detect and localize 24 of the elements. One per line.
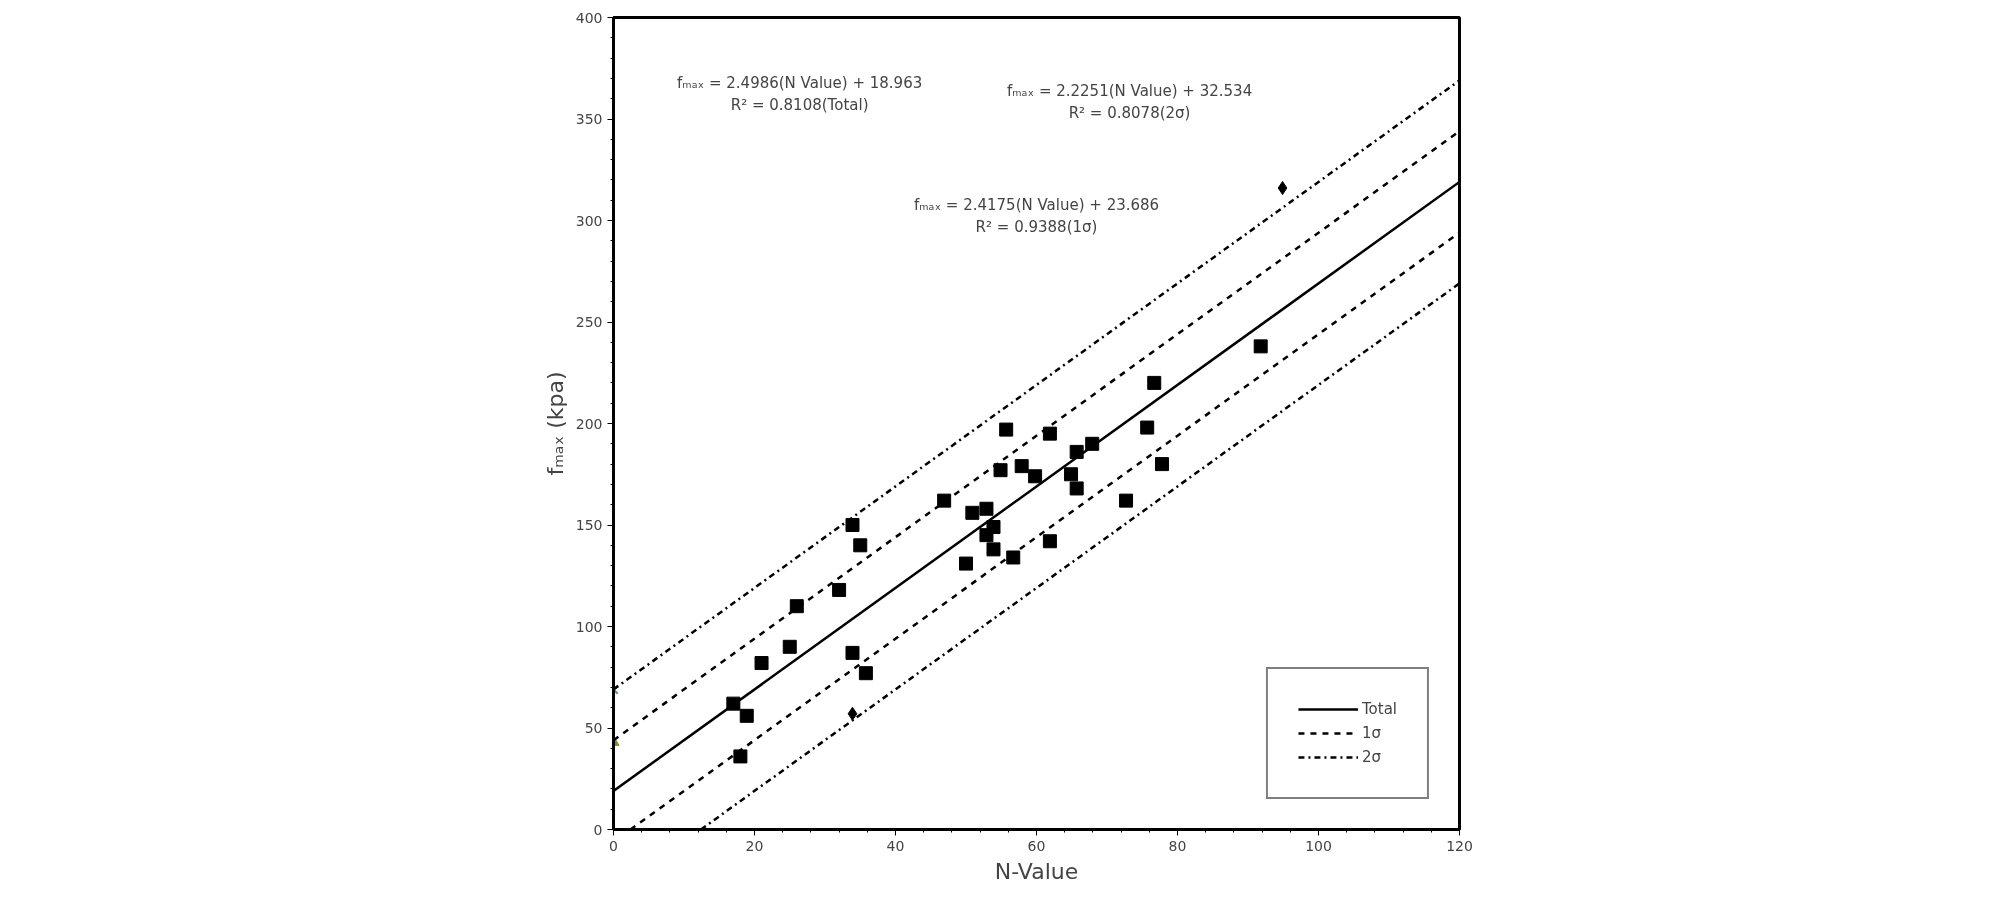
y-tick-label: 400 <box>575 9 603 26</box>
x-tick-label: 100 <box>1305 837 1332 854</box>
y-tick-label: 300 <box>575 212 603 229</box>
x-tick-label: 120 <box>1446 837 1473 854</box>
y-tick-label: 50 <box>584 720 603 736</box>
y-axis-title: fₘₐₓ (kpa) <box>542 371 568 476</box>
y-tick-label: 0 <box>593 821 603 838</box>
y-tick-label: 350 <box>575 111 603 127</box>
y-tick-label: 150 <box>575 517 603 533</box>
x-tick-label: 40 <box>886 837 905 854</box>
legend-label: Total <box>1361 700 1397 718</box>
x-tick-label: 60 <box>1027 837 1046 854</box>
y-tick-label: 100 <box>575 618 603 635</box>
annotation: fₘₐₓ = 2.2251(N Value) + 32.534 R² = 0.8078(2σ) <box>1006 82 1253 123</box>
x-tick-label: 80 <box>1168 837 1187 854</box>
annotation: fₘₐₓ = 2.4986(N Value) + 18.963 R² = 0.8108(Total) <box>677 74 923 114</box>
legend-label: 2σ <box>1361 748 1382 766</box>
legend-label: 1σ <box>1361 724 1382 742</box>
annotation: fₘₐₓ = 2.4175(N Value) + 23.686 R² = 0.9388(1σ) <box>913 196 1160 236</box>
x-tick-label: 0 <box>609 837 618 854</box>
x-tick-label: 20 <box>745 837 764 854</box>
y-tick-label: 200 <box>575 415 603 432</box>
y-tick-label: 250 <box>575 314 603 330</box>
x-axis-title: N-Value <box>994 858 1079 884</box>
